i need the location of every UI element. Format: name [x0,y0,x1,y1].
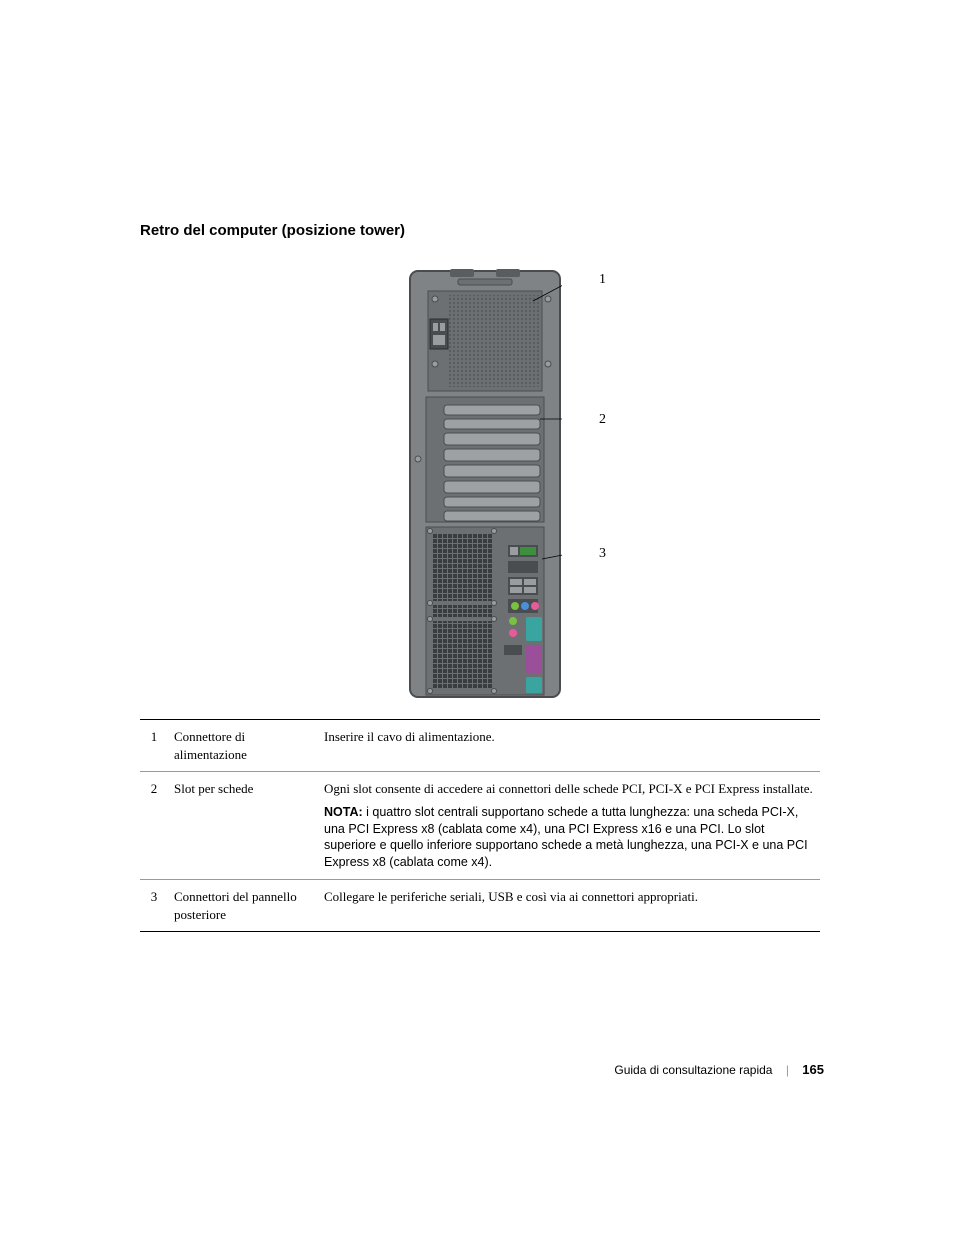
callout-number-3: 3 [599,546,606,562]
legend-desc: Inserire il cavo di alimentazione. [318,720,820,772]
footer-separator: | [786,1063,789,1077]
legend-table: 1 Connettore di alimentazione Inserire i… [140,719,820,932]
legend-row: 3 Connettori del pannello posteriore Col… [140,880,820,932]
page-content: Retro del computer (posizione tower) [140,222,820,932]
section-title: Retro del computer (posizione tower) [140,222,820,239]
legend-num: 1 [140,720,168,772]
legend-row: 2 Slot per schede Ogni slot consente di … [140,772,820,880]
note-prefix: NOTA: [324,805,363,819]
note-text: i quattro slot centrali supportano sched… [324,805,808,870]
legend-label: Slot per schede [168,772,318,880]
footer-doc-title: Guida di consultazione rapida [614,1063,772,1077]
computer-rear-diagram: 1 2 3 [140,269,820,709]
legend-desc-text: Ogni slot consente di accedere ai connet… [324,781,813,796]
legend-note: NOTA: i quattro slot centrali supportano… [324,804,814,872]
callout-number-1: 1 [599,272,606,288]
footer-page-number: 165 [802,1062,824,1077]
legend-desc: Collegare le periferiche seriali, USB e … [318,880,820,932]
legend-desc-text: Collegare le periferiche seriali, USB e … [324,889,698,904]
legend-row: 1 Connettore di alimentazione Inserire i… [140,720,820,772]
legend-num: 3 [140,880,168,932]
legend-desc-text: Inserire il cavo di alimentazione. [324,729,495,744]
legend-desc: Ogni slot consente di accedere ai connet… [318,772,820,880]
legend-label: Connettore di alimentazione [168,720,318,772]
tower-illustration [408,269,562,699]
legend-label: Connettori del pannello posteriore [168,880,318,932]
page-footer: Guida di consultazione rapida | 165 [614,1062,824,1077]
callout-number-2: 2 [599,412,606,428]
legend-num: 2 [140,772,168,880]
